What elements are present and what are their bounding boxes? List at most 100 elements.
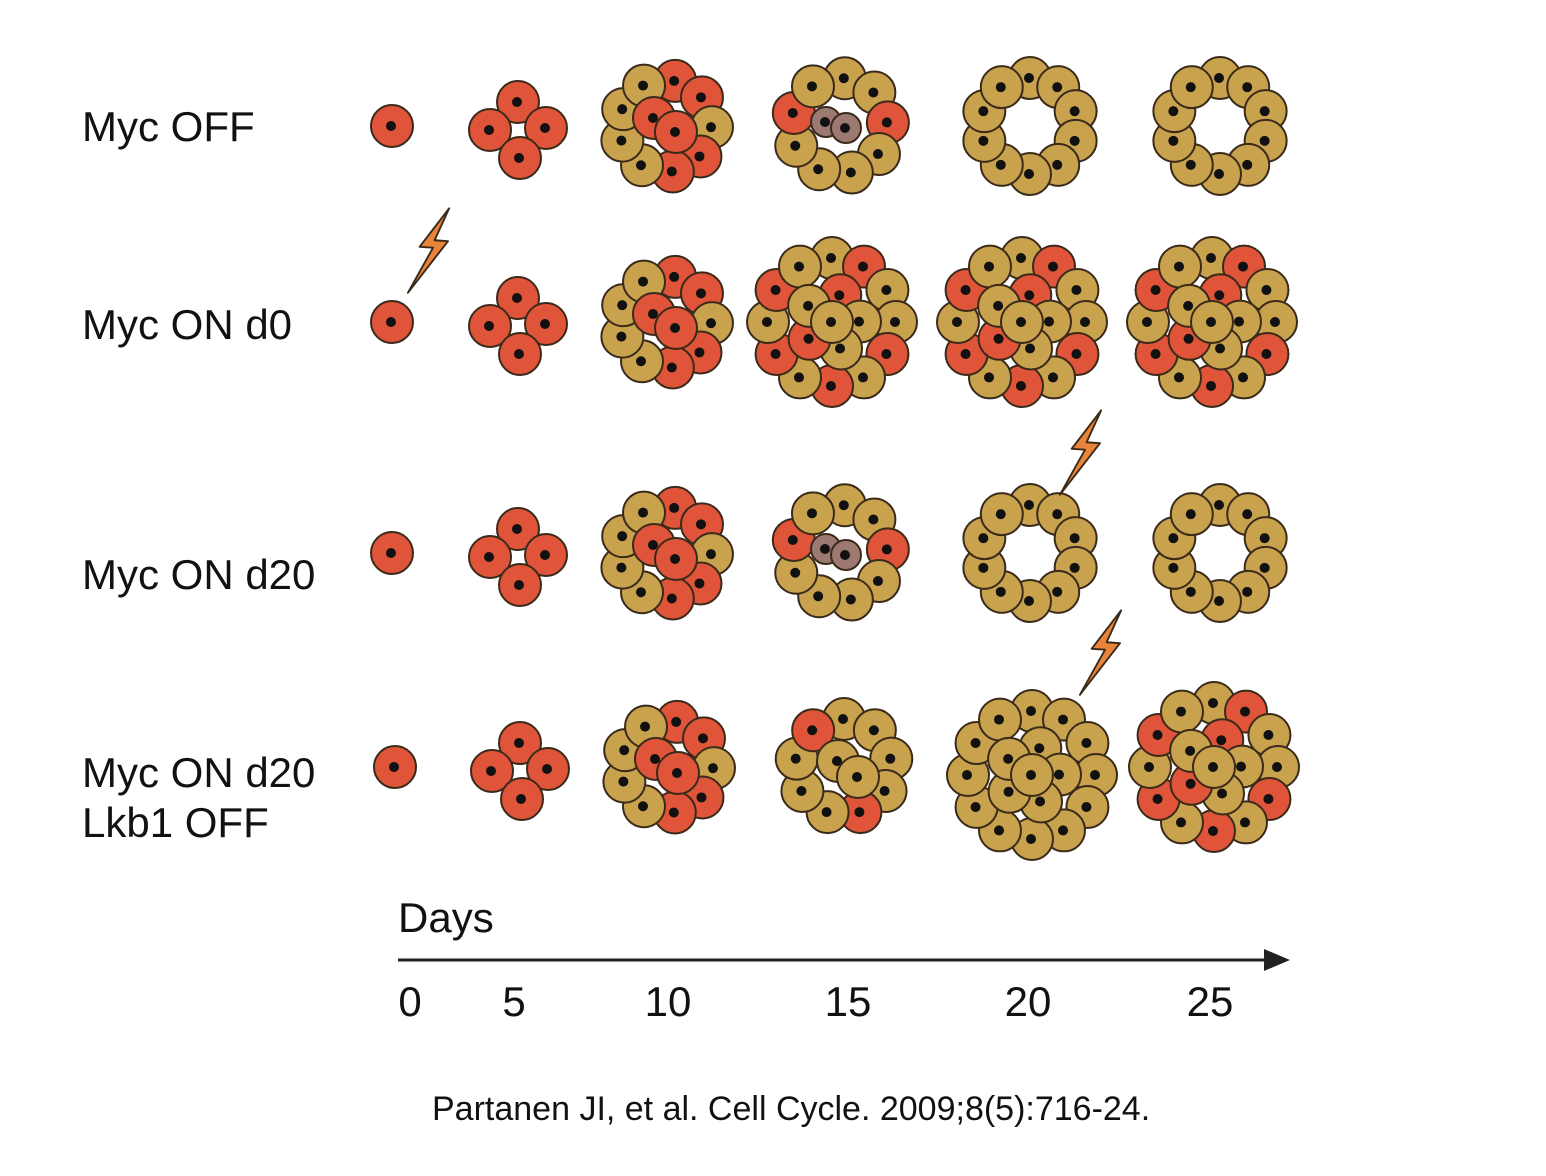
cell-nucleus [1185,509,1196,520]
cell-nucleus [1263,730,1274,740]
cell-nucleus [790,140,801,151]
cell-nucleus [1016,381,1026,391]
cell-nucleus [1152,730,1163,740]
cell-nucleus [666,362,677,373]
cell-nucleus [995,82,1006,93]
cell-nucleus [820,544,830,554]
lightning-bolt-icon [1058,409,1103,496]
cell-nucleus [695,288,706,299]
cell-nucleus [834,290,845,301]
cell-nucleus [1048,261,1058,272]
cell-nucleus [616,331,627,342]
cell-nucleus [484,125,494,135]
cell-nucleus [1026,706,1036,716]
cell-nucleus [1071,285,1082,295]
cell-nucleus [845,594,856,605]
tick-label: 0 [398,978,422,1025]
cell-nucleus [1214,169,1224,179]
cell-nucleus [1242,509,1253,520]
cell-nucleus [1026,770,1036,780]
cell-nucleus [1034,743,1045,754]
cell-nucleus [840,550,850,560]
cell-nucleus [803,333,814,344]
cell-nucleus [962,770,972,780]
cell-nucleus [1024,290,1035,301]
cell-nucleus [840,123,850,133]
cell-nucleus [1185,586,1196,597]
cell-nucleus [1214,500,1224,510]
row-label-myc-off: Myc OFF [82,103,255,150]
cell-nucleus [705,318,716,329]
cell-nucleus [803,300,814,311]
cell-nucleus [514,738,524,748]
cell-nucleus [666,166,677,177]
cell-nucleus [984,261,994,272]
cell-nucleus [512,293,522,303]
cell-nucleus [705,549,716,560]
cell-nucleus [1069,562,1080,573]
cell-nucleus [770,349,781,359]
cell-nucleus [1185,159,1196,170]
cell-nucleus [970,738,981,748]
cell-nucleus [1025,343,1036,354]
cell-nucleus [650,754,660,764]
cell-nucleus [1240,706,1250,717]
cell-nucleus [1272,762,1282,772]
cell-nucleus [1242,159,1253,170]
cell-nucleus [635,160,646,171]
cell-nucleus [389,762,399,772]
cell-nucleus [514,580,524,590]
cell-nucleus [813,591,824,602]
cell-nucleus [516,794,526,804]
cell-nucleus [640,721,651,732]
cell-nucleus [1168,562,1179,573]
cell-nucleus [813,164,824,175]
cell-nucleus [694,578,705,589]
cell-nucleus [617,104,628,115]
cell-nucleus [484,552,494,562]
cell-nucleus [1016,317,1026,327]
cell-nucleus [1142,317,1152,327]
cell-nucleus [648,113,658,123]
cell-nucleus [952,317,962,327]
cell-nucleus [648,540,658,550]
cell-nucleus [1090,770,1100,780]
cell-nucleus [1259,135,1270,146]
cell-nucleus [1238,261,1248,272]
cell-nucleus [514,153,524,163]
cell-nucleus [1206,317,1216,327]
cell-nucleus [868,725,879,736]
cell-nucleus [671,716,682,727]
cell-nucleus [1270,317,1280,327]
cell-nucleus [994,825,1004,836]
cell-nucleus [1168,135,1179,146]
cell-nucleus [787,107,798,118]
cell-nucleus [821,807,832,818]
cell-nucleus [1259,533,1270,544]
row-label-lkb1-off: Lkb1 OFF [82,799,269,846]
cell-nucleus [707,763,718,774]
cell-nucleus [838,500,849,511]
cell-nucleus [852,772,862,782]
cell-nucleus [540,123,550,133]
cell-nucleus [1214,73,1224,83]
cell-nucleus [1058,714,1068,725]
cell-nucleus [1152,794,1163,804]
cell-nucleus [890,317,900,327]
cell-nucleus [858,372,868,383]
cell-nucleus [885,753,896,764]
cell-nucleus [1081,738,1092,748]
cell-nucleus [1208,762,1218,772]
cell-nucleus [881,544,892,555]
cell-nucleus [1052,509,1063,520]
cell-nucleus [881,117,892,128]
cell-nucleus [1208,698,1218,708]
cell-nucleus [694,151,705,162]
cell-nucleus [872,149,883,160]
cell-nucleus [854,807,865,818]
cell-nucleus [868,87,879,98]
cell-nucleus [619,745,630,756]
cell-nucleus [1024,73,1034,83]
row-label-myc-on-d20-lkb1: Myc ON d20 [82,749,316,796]
